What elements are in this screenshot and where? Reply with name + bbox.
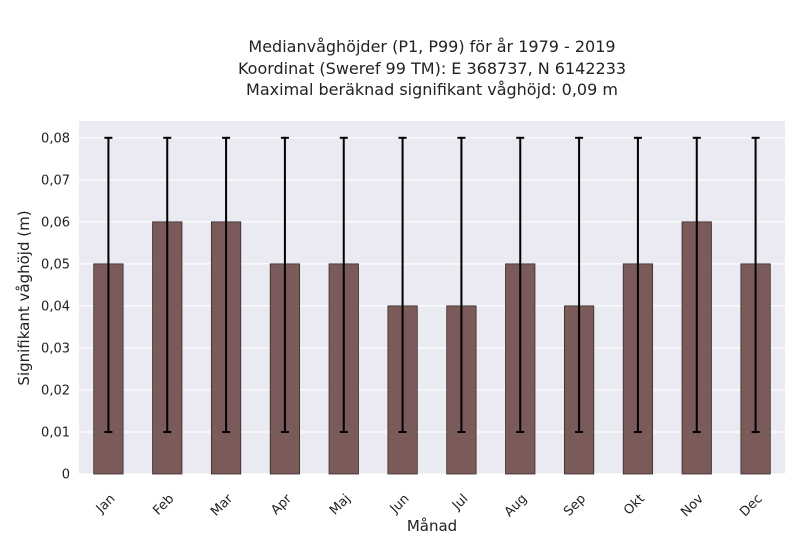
error-bar-apr [280,136,289,433]
y-tick-label: 0,05 [41,257,70,272]
x-tick-label: Nov [678,491,707,520]
y-tick-label: 0,04 [41,299,70,314]
x-tick-label: Maj [327,492,354,519]
chart-title: Medianvåghöjder (P1, P99) för år 1979 - … [238,37,626,99]
x-axis-ticks: Jan Feb Mar Apr Maj Jun Jul Aug Sep Okt Nov Dec [93,491,766,520]
x-tick-label: Jan [93,492,118,517]
error-bar-maj [339,136,348,433]
error-bar-aug [516,136,525,433]
x-tick-label: Aug [502,492,531,521]
error-bar-mar [222,136,231,433]
title-line-2: Koordinat (Sweref 99 TM): E 368737, N 61… [238,59,626,78]
y-tick-label: 0,02 [41,383,70,398]
error-bar-jun [398,136,407,433]
y-tick-label: 0,01 [41,425,70,440]
error-bar-sep [575,136,584,433]
error-bars [104,136,760,433]
title-line-3: Maximal beräknad signifikant våghöjd: 0,… [246,80,618,99]
error-bar-nov [692,136,701,433]
y-tick-label: 0,06 [41,215,70,230]
error-bar-okt [633,136,642,433]
error-bar-jul [457,136,466,433]
x-tick-label: Sep [561,492,589,520]
y-axis-label: Signifikant våghöjd (m) [15,210,33,385]
y-tick-label: 0,03 [41,341,70,356]
x-tick-label: Apr [268,491,295,518]
x-tick-label: Feb [150,492,177,519]
x-axis-label: Månad [407,517,457,535]
y-tick-label: 0,08 [41,131,70,146]
plot-area [79,121,785,474]
grid-lines [79,137,785,475]
x-tick-label: Jun [387,492,413,518]
y-axis-ticks: 0 0,01 0,02 0,03 0,04 0,05 0,06 0,07 0,08 [41,131,70,482]
error-bar-dec [751,136,760,433]
error-bar-feb [163,136,172,433]
y-tick-label: 0 [62,468,70,483]
title-line-1: Medianvåghöjder (P1, P99) för år 1979 - … [248,37,615,56]
error-bar-jan [104,136,113,433]
y-tick-label: 0,07 [41,173,70,188]
x-tick-label: Okt [621,492,648,519]
x-tick-label: Dec [737,492,765,520]
x-tick-label: Mar [208,491,236,519]
x-tick-label: Jul [449,492,471,514]
